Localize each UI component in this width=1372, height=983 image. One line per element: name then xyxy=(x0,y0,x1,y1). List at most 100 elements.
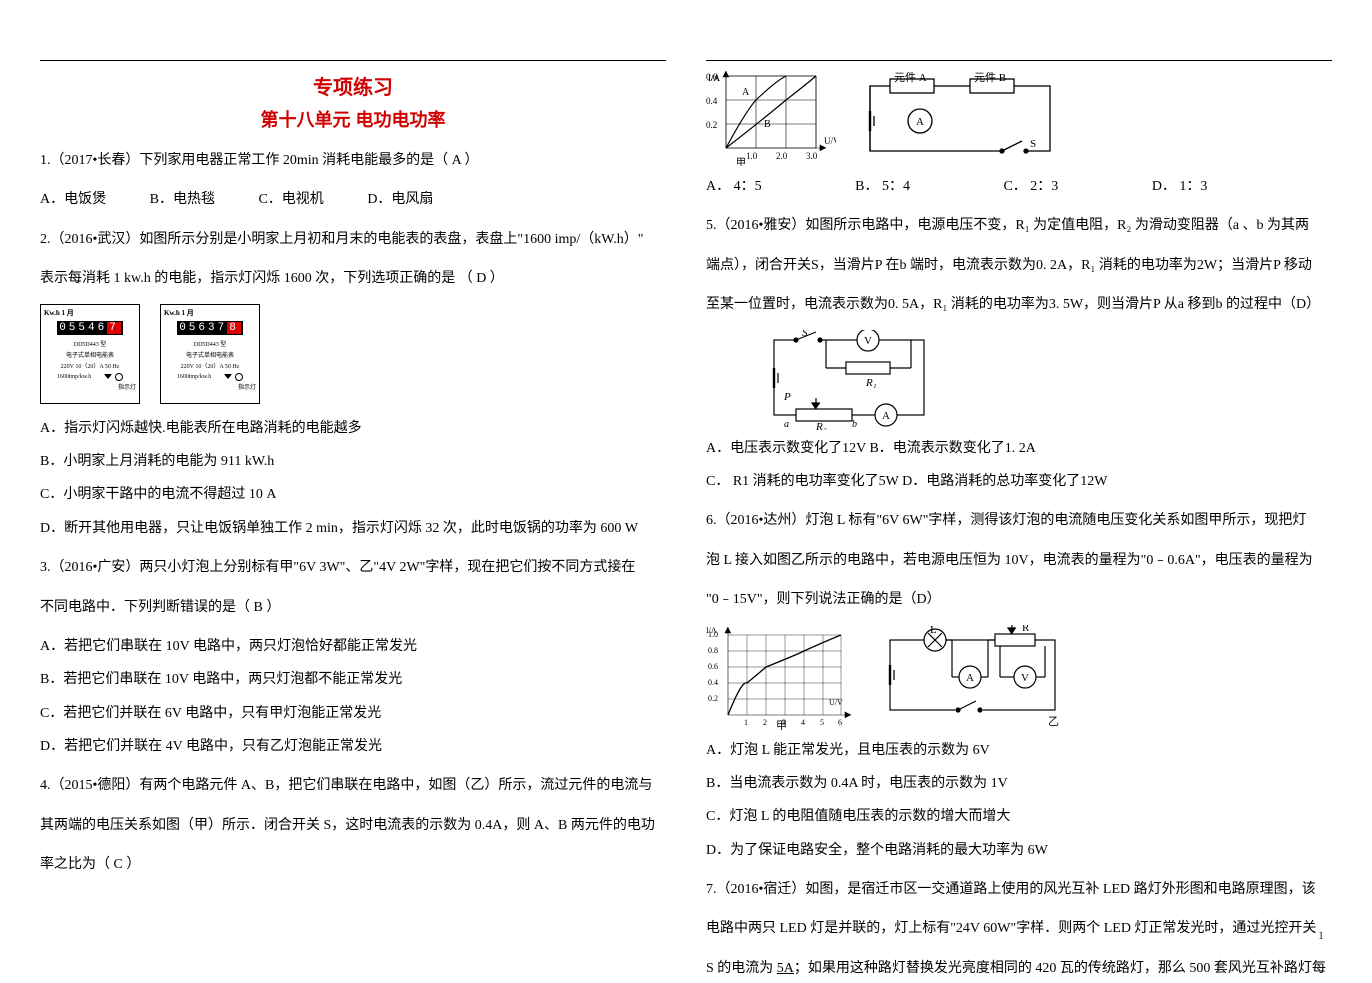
m2ind: 指示灯 xyxy=(238,382,256,391)
q5-circuit: S V R₁ P a b R₂ A xyxy=(766,330,946,430)
svg-text:甲: 甲 xyxy=(736,158,746,166)
q4-iv-chart: I/A I/A 0.6 0.4 0.2 1.02.03.0 U/V AB 甲 xyxy=(706,71,836,166)
meter-top2: Kw.h 1 月 xyxy=(164,308,194,318)
elA: 元件 A xyxy=(894,71,927,84)
elB: 元件 B xyxy=(974,71,1006,84)
q6-s2: 泡 L 接入如图乙所示的电路中，若电源电压恒为 10V，电流表的量程为"0﹣0.… xyxy=(706,546,1332,575)
q6-opts: A．灯泡 L 能正常发光，且电压表的示数为 6V B．当电流表示数为 0.4A … xyxy=(706,736,1332,866)
svg-text:0.6: 0.6 xyxy=(706,72,718,82)
q3-opt-c: C．若把它们并联在 6V 电路中，只有甲灯泡能正常发光 xyxy=(40,699,666,728)
q3-stem2: 不同电路中．下列判断错误的是（ B ） xyxy=(40,593,666,622)
svg-text:R₁: R₁ xyxy=(865,377,877,389)
sub-title: 第十八单元 电功电功率 xyxy=(40,106,666,132)
q1-opts: A．电饭煲 B．电热毯 C．电视机 D．电风扇 xyxy=(40,185,666,214)
top-rule xyxy=(40,60,666,61)
q3-opts: A．若把它们串联在 10V 电路中，两只灯泡恰好都能正常发光 B．若把它们串联在… xyxy=(40,632,666,762)
q7-s3: S 的电流为 5A；如果用这种路灯替换发光亮度相同的 420 瓦的传统路灯，那么… xyxy=(706,954,1332,983)
q4c: C． 2：3 xyxy=(1003,172,1058,201)
sw: S xyxy=(1030,138,1036,150)
q4-opts: A． 4：5 B． 5：4 C． 2：3 D． 1：3 xyxy=(706,172,1332,201)
svg-text:I/A: I/A xyxy=(706,626,717,635)
svg-text:A: A xyxy=(742,87,750,98)
meter-top: Kw.h 1 月 xyxy=(44,308,74,318)
q6-iv-chart: 1.00.80.60.40.2 I/A 123456 U/V 甲 xyxy=(706,625,856,730)
m1ind: 指示灯 xyxy=(118,382,136,391)
q4-stem2: 其两端的电压关系如图（甲）所示．闭合开关 S，这时电流表的示数为 0.4A，则 … xyxy=(40,811,666,840)
q5-s2: 端点），闭合开关S，当滑片P 在b 端时，电流表示数为0. 2A，R₁ 消耗的电… xyxy=(706,251,1332,280)
q3-opt-a: A．若把它们串联在 10V 电路中，两只灯泡恰好都能正常发光 xyxy=(40,632,666,661)
q5-s3: 至某一位置时，电流表示数为0. 5A，R₁ 消耗的电功率为3. 5W，则当滑片P… xyxy=(706,290,1332,319)
meter-model1: DD5D443 型 xyxy=(74,339,107,348)
svg-text:0.4: 0.4 xyxy=(708,678,718,687)
svg-text:0.4: 0.4 xyxy=(706,96,718,106)
svg-text:S: S xyxy=(802,330,808,339)
q7-s1: 7.（2016•宿迁）如图，是宿迁市区一交通道路上使用的风光互补 LED 路灯外… xyxy=(706,875,1332,904)
page-number: 1 xyxy=(1318,928,1324,943)
q2-opt-a: A．指示灯闪烁越快.电能表所在电路消耗的电能越多 xyxy=(40,414,666,443)
q4-circuit: 元件 A 元件 B A S xyxy=(860,71,1060,166)
meter-type2: 电子式单相电能表 xyxy=(186,350,234,359)
svg-text:0.2: 0.2 xyxy=(706,120,717,130)
q6c: C．灯泡 L 的电阻值随电压表的示数的增大而增大 xyxy=(706,802,1332,831)
q1-opt-d: D．电风扇 xyxy=(367,185,433,214)
q3-opt-b: B．若把它们串联在 10V 电路中，两只灯泡都不能正常发光 xyxy=(40,665,666,694)
svg-text:0.8: 0.8 xyxy=(708,646,718,655)
q5-s1: 5.（2016•雅安）如图所示电路中，电源电压不变，R₁ 为定值电阻，R₂ 为滑… xyxy=(706,211,1332,240)
meter2-digits: 056378 xyxy=(177,321,243,335)
m1d: 05546 xyxy=(59,322,107,334)
cap-yi: 乙 xyxy=(1048,715,1059,728)
q7-s3b: ；如果用这种路灯替换发光亮度相同的 420 瓦的传统路灯，那么 500 套风光互… xyxy=(794,961,1326,976)
q4b: B． 5：4 xyxy=(855,172,910,201)
meter-begin: Kw.h 1 月 055467 DD5D443 型 电子式单相电能表 220V … xyxy=(40,304,140,404)
q5-opts: A．电压表示数变化了12V B．电流表示数变化了1. 2A C． R1 消耗的电… xyxy=(706,434,1332,497)
meter1-digits: 055467 xyxy=(57,321,123,335)
svg-text:P: P xyxy=(783,391,791,403)
svg-text:B: B xyxy=(764,119,771,130)
q5ab: A．电压表示数变化了12V B．电流表示数变化了1. 2A xyxy=(706,434,1332,463)
svg-text:6: 6 xyxy=(838,718,842,727)
tri-icon2 xyxy=(224,374,232,379)
svg-text:A: A xyxy=(882,410,890,422)
q1-opt-c: C．电视机 xyxy=(258,185,323,214)
q3-stem1: 3.（2016•广安）两只小灯泡上分别标有甲"6V 3W"、乙"4V 2W"字样… xyxy=(40,553,666,582)
svg-text:4: 4 xyxy=(801,718,805,727)
svg-text:U/V: U/V xyxy=(824,136,836,146)
svg-text:A: A xyxy=(966,672,974,684)
svg-text:0.2: 0.2 xyxy=(708,694,718,703)
m1imp: 1600imp/kw.h xyxy=(57,374,91,380)
q2-opts: A．指示灯闪烁越快.电能表所在电路消耗的电能越多 B．小明家上月消耗的电能为 9… xyxy=(40,414,666,544)
meter-model2: DD5D443 型 xyxy=(194,339,227,348)
q2-stem2: 表示每消耗 1 kw.h 的电能，指示灯闪烁 1600 次，下列选项正确的是 （… xyxy=(40,264,666,293)
two-columns: 专项练习 第十八单元 电功电功率 1.（2017•长春）下列家用电器正常工作 2… xyxy=(40,60,1332,947)
amm: A xyxy=(916,116,924,128)
svg-text:0.6: 0.6 xyxy=(708,662,718,671)
led-icon xyxy=(115,373,123,381)
svg-text:V: V xyxy=(864,335,872,347)
q7-s2: 电路中两只 LED 灯是并联的，灯上标有"24V 60W"字样．则两个 LED … xyxy=(706,914,1332,943)
q1-opt-a: A．电饭煲 xyxy=(40,185,106,214)
q2-stem1: 2.（2016•武汉）如图所示分别是小明家上月初和月末的电能表的表盘，表盘上"1… xyxy=(40,225,666,254)
meter-end: Kw.h 1 月 056378 DD5D443 型 电子式单相电能表 220V … xyxy=(160,304,260,404)
q6-figrow: 1.00.80.60.40.2 I/A 123456 U/V 甲 xyxy=(706,625,1332,730)
m2imp: 1600imp/kw.h xyxy=(177,374,211,380)
q7-s3u: 5A xyxy=(777,961,794,976)
q4-stem3: 率之比为（ C ） xyxy=(40,850,666,879)
q4d: D． 1：3 xyxy=(1152,172,1208,201)
q4-figure-row: I/A I/A 0.6 0.4 0.2 1.02.03.0 U/V AB 甲 xyxy=(706,71,1332,166)
q4-stem1: 4.（2015•德阳）有两个电路元件 A、B，把它们串联在电路中，如图（乙）所示… xyxy=(40,771,666,800)
led-icon2 xyxy=(235,373,243,381)
m2d: 05637 xyxy=(179,322,227,334)
q6-s1: 6.（2016•达州）灯泡 L 标有"6V 6W"字样，测得该灯泡的电流随电压变… xyxy=(706,506,1332,535)
svg-text:b: b xyxy=(852,419,857,430)
meter-spec2: 220V 10（20）A 50 Hz xyxy=(181,361,240,370)
q7-s3a: S 的电流为 xyxy=(706,961,777,976)
q6-circuit: LR AV 乙 xyxy=(880,625,1070,730)
top-rule-r xyxy=(706,60,1332,61)
svg-text:U/V: U/V xyxy=(829,698,843,707)
main-title: 专项练习 xyxy=(40,71,666,100)
page-root: 专项练习 第十八单元 电功电功率 1.（2017•长春）下列家用电器正常工作 2… xyxy=(0,0,1372,967)
svg-text:1: 1 xyxy=(744,718,748,727)
energy-meters: Kw.h 1 月 055467 DD5D443 型 电子式单相电能表 220V … xyxy=(40,304,666,404)
q6-s3: "0﹣15V"，则下列说法正确的是（D） xyxy=(706,585,1332,614)
meter-spec1: 220V 10（20）A 50 Hz xyxy=(61,361,120,370)
